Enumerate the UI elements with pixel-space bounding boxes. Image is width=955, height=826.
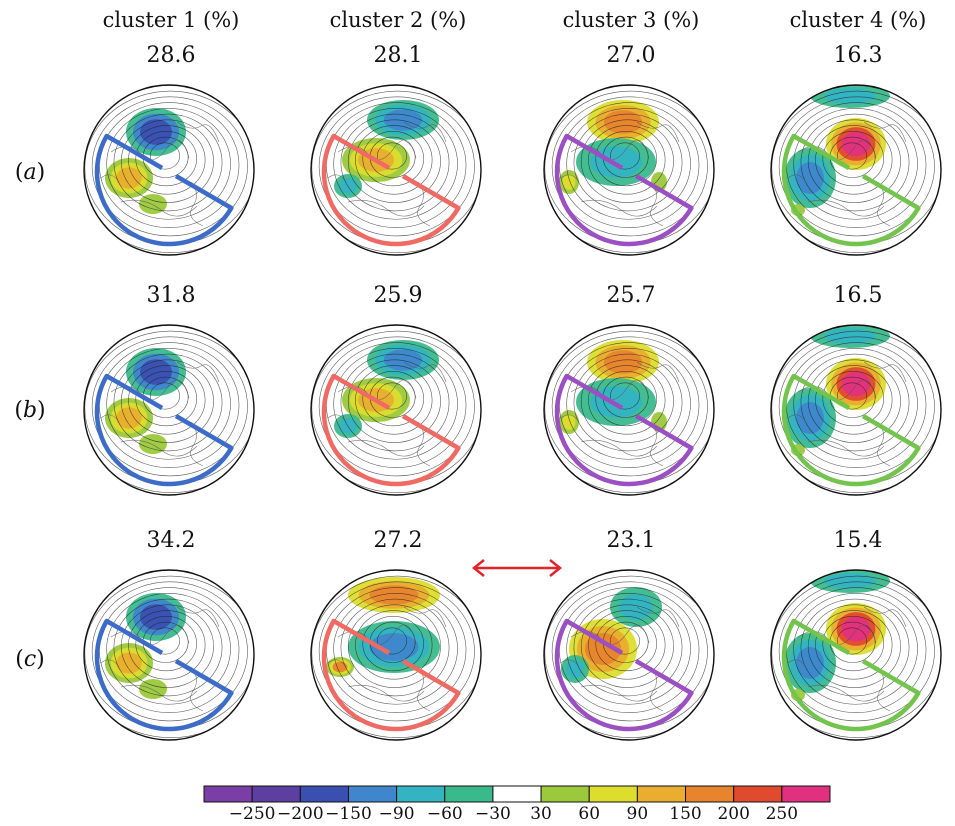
colorbar-tick-label: 250 [765, 804, 799, 824]
colorbar-swatch [299, 785, 349, 803]
column-header-cluster-3: cluster 3 (%) [562, 8, 700, 32]
colorbar-swatch [636, 785, 687, 803]
colorbar [203, 785, 831, 803]
column-header-cluster-4: cluster 4 (%) [789, 8, 927, 32]
map-c-1 [83, 569, 255, 741]
column-header-cluster-2: cluster 2 (%) [329, 8, 467, 32]
percent-c-2: 27.2 [373, 528, 423, 553]
map-a-2 [310, 84, 482, 256]
percent-b-1: 31.8 [146, 283, 196, 308]
colorbar-tick-label: −60 [426, 804, 463, 824]
colorbar-tick-label: −150 [325, 804, 372, 824]
colorbar-tick-label: −90 [378, 804, 415, 824]
map-c-3 [543, 569, 715, 741]
map-b-3 [543, 324, 715, 496]
map-a-1 [83, 84, 255, 256]
colorbar-tick-label: 60 [578, 804, 601, 824]
colorbar-swatch [540, 785, 590, 803]
map-b-2 [310, 324, 482, 496]
row-label-c: (c) [15, 647, 45, 672]
colorbar-swatch [203, 785, 253, 803]
percent-c-1: 34.2 [146, 528, 196, 553]
percent-b-4: 16.5 [833, 283, 883, 308]
percent-a-3: 27.0 [606, 43, 656, 68]
row-label-b: (b) [14, 398, 46, 423]
percent-a-1: 28.6 [146, 43, 196, 68]
colorbar-swatch [781, 785, 831, 803]
colorbar-tick-label: 90 [626, 804, 649, 824]
row-label-a: (a) [14, 160, 46, 185]
colorbar-swatch [492, 785, 542, 803]
percent-b-3: 25.7 [606, 283, 656, 308]
percent-a-4: 16.3 [833, 43, 883, 68]
map-b-1 [83, 324, 255, 496]
colorbar-swatch [733, 785, 783, 803]
colorbar-tick-label: 200 [717, 804, 750, 824]
colorbar-swatch [588, 785, 638, 803]
colorbar-swatch [444, 785, 494, 803]
colorbar-swatch [251, 785, 301, 803]
map-c-4 [770, 569, 942, 741]
colorbar-tick-label: 150 [669, 804, 702, 824]
map-b-4 [770, 324, 942, 496]
percent-a-2: 28.1 [373, 43, 423, 68]
map-a-4 [770, 84, 942, 256]
column-header-cluster-1: cluster 1 (%) [102, 8, 240, 32]
map-c-2 [310, 569, 482, 741]
colorbar-swatch [685, 785, 735, 803]
colorbar-tick-label: −250 [228, 804, 276, 824]
percent-c-4: 15.4 [833, 528, 883, 553]
double-arrow-icon [471, 559, 563, 577]
colorbar-tick-label: −200 [276, 804, 324, 824]
colorbar-swatch [396, 785, 446, 803]
colorbar-tick-label: 30 [530, 804, 552, 824]
percent-c-3: 23.1 [606, 528, 656, 553]
map-a-3 [543, 84, 715, 256]
colorbar-tick-label: −30 [474, 804, 511, 824]
colorbar-swatch [347, 785, 398, 803]
percent-b-2: 25.9 [373, 283, 423, 308]
